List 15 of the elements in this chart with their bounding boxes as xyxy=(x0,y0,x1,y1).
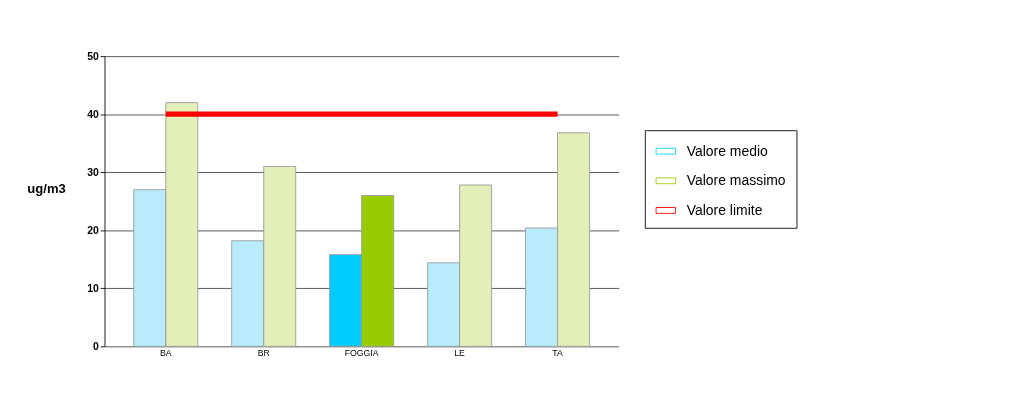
x-tick-label: BA xyxy=(159,347,172,358)
y-tick-label: 10 xyxy=(87,283,100,295)
y-tick-label: 0 xyxy=(93,341,100,353)
y-tick-label: 50 xyxy=(87,51,100,63)
x-tick-label: LE xyxy=(454,347,466,358)
legend-label: Valore medio xyxy=(686,142,769,159)
x-tick-label: FOGGIA xyxy=(344,347,379,358)
x-tick-label: BR xyxy=(257,347,270,358)
y-axis-title: ug/m3 xyxy=(27,181,66,197)
y-tick-label: 40 xyxy=(87,109,100,121)
y-tick-label: 30 xyxy=(87,167,100,179)
x-tick-label: TA xyxy=(552,347,563,358)
legend-label: Valore limite xyxy=(686,201,763,218)
legend-label: Valore massimo xyxy=(686,172,786,189)
y-tick-label: 20 xyxy=(87,225,100,237)
